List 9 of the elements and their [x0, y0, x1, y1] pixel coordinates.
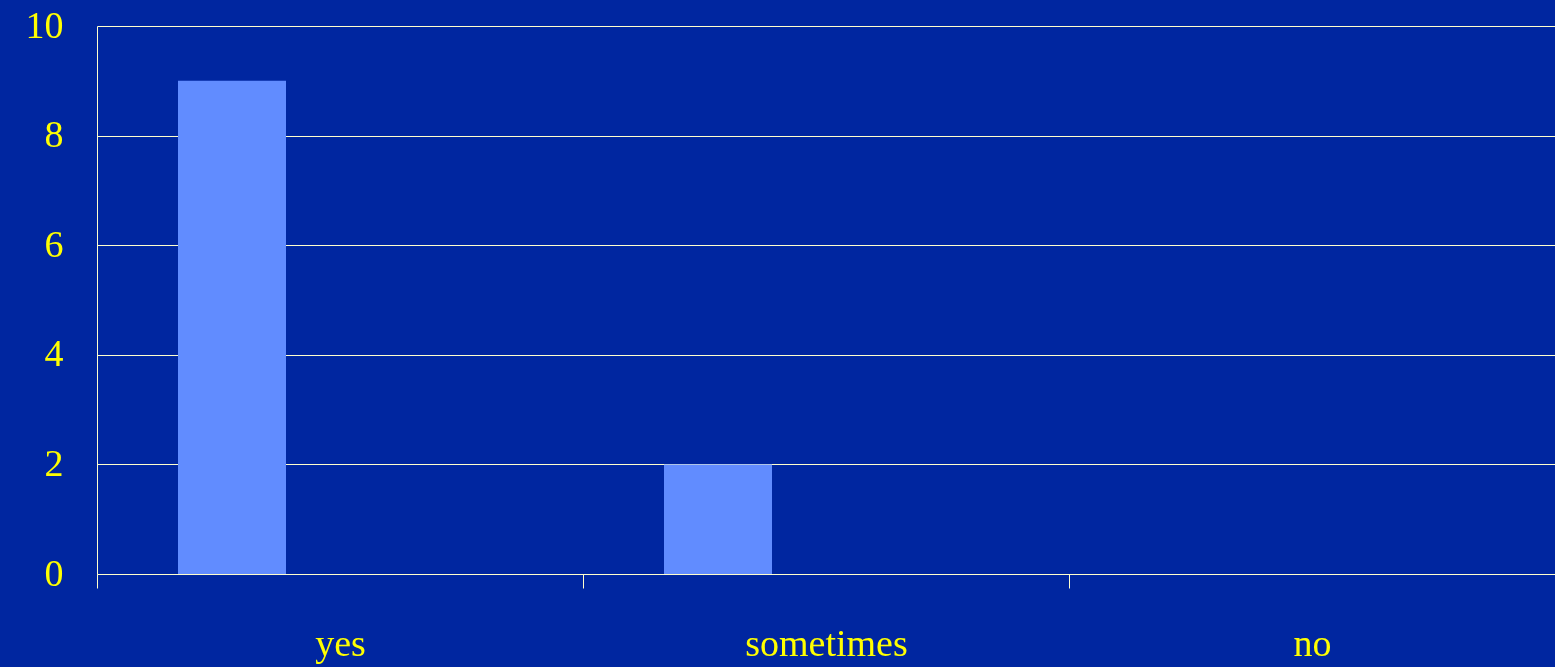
x-tick-label: yes	[315, 621, 366, 664]
y-tick-label: 6	[44, 222, 64, 265]
y-tick-label: 2	[44, 441, 64, 484]
y-tick-label: 10	[25, 3, 64, 46]
y-tick-label: 8	[44, 113, 64, 156]
y-tick-label: 0	[44, 551, 64, 594]
x-tick-label: sometimes	[745, 621, 908, 664]
x-tick-label: no	[1293, 621, 1332, 664]
y-tick-label: 4	[44, 332, 64, 375]
